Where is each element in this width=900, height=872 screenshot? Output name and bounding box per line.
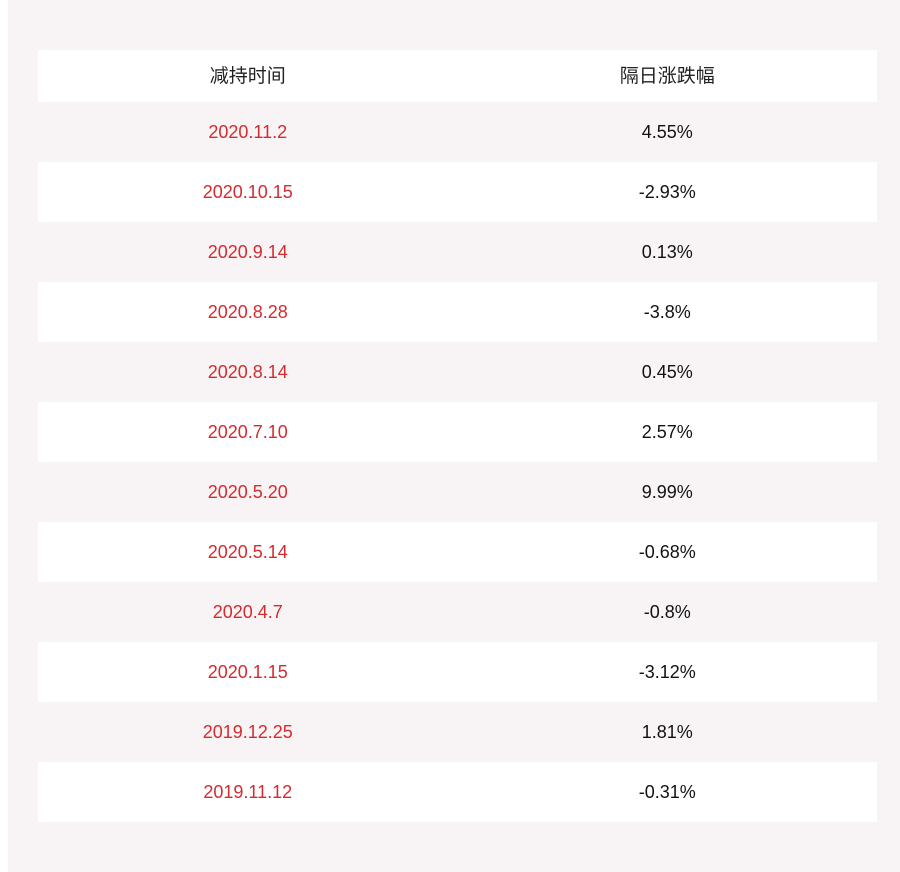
next-day-change-cell: 9.99% [641,482,693,502]
table-row: 2020.5.20 9.99% [38,462,877,522]
next-day-change-cell: -0.8% [643,602,691,622]
reduction-date-cell: 2020.8.28 [207,302,288,322]
next-day-change-cell: -0.31% [638,782,696,802]
reduction-date-cell: 2020.8.14 [207,362,288,382]
table-row: 2020.9.14 0.13% [38,222,877,282]
next-day-change-cell: -0.68% [638,542,696,562]
reduction-date-cell: 2019.11.12 [203,782,293,802]
reduction-date-cell: 2019.12.25 [202,722,293,742]
table-header-row: 减持时间 隔日涨跌幅 [38,50,877,102]
table-row: 2020.7.10 2.57% [38,402,877,462]
next-day-change-cell: 2.57% [641,422,693,442]
reduction-date-cell: 2020.5.14 [207,542,288,562]
next-day-change-cell: 0.45% [641,362,693,382]
reduction-date-cell: 2020.4.7 [212,602,283,622]
table-row: 2020.11.2 4.55% [38,102,877,162]
next-day-change-cell: 0.13% [641,242,693,262]
reduction-date-cell: 2020.1.15 [207,662,288,682]
header-next-day-change: 隔日涨跌幅 [619,65,715,87]
table-body: 2020.11.2 4.55% 2020.10.15 -2.93% 2020.9.14 0… [38,102,877,822]
table-row: 2020.8.28 -3.8% [38,282,877,342]
table-row: 2020.8.14 0.45% [38,342,877,402]
table-row: 2019.12.25 1.81% [38,702,877,762]
reduction-table: 减持时间 隔日涨跌幅 2020.11.2 4.55% 2020.10.15 -2.93… [38,50,877,822]
next-day-change-cell: -3.8% [643,302,691,322]
reduction-date-cell: 2020.5.20 [207,482,288,502]
table-row: 2020.4.7 -0.8% [38,582,877,642]
header-reduction-date: 减持时间 [209,65,286,87]
reduction-date-cell: 2020.10.15 [202,182,293,202]
table-row: 2019.11.12 -0.31% [38,762,877,822]
table-panel: 减持时间 隔日涨跌幅 2020.11.2 4.55% 2020.10.15 -2.93… [8,0,900,872]
reduction-date-cell: 2020.11.2 [208,122,288,142]
table-row: 2020.1.15 -3.12% [38,642,877,702]
next-day-change-cell: -2.93% [638,182,696,202]
table-row: 2020.5.14 -0.68% [38,522,877,582]
reduction-date-cell: 2020.9.14 [207,242,288,262]
reduction-date-cell: 2020.7.10 [207,422,288,442]
next-day-change-cell: -3.12% [638,662,696,682]
next-day-change-cell: 4.55% [641,122,693,142]
table-row: 2020.10.15 -2.93% [38,162,877,222]
next-day-change-cell: 1.81% [641,722,693,742]
